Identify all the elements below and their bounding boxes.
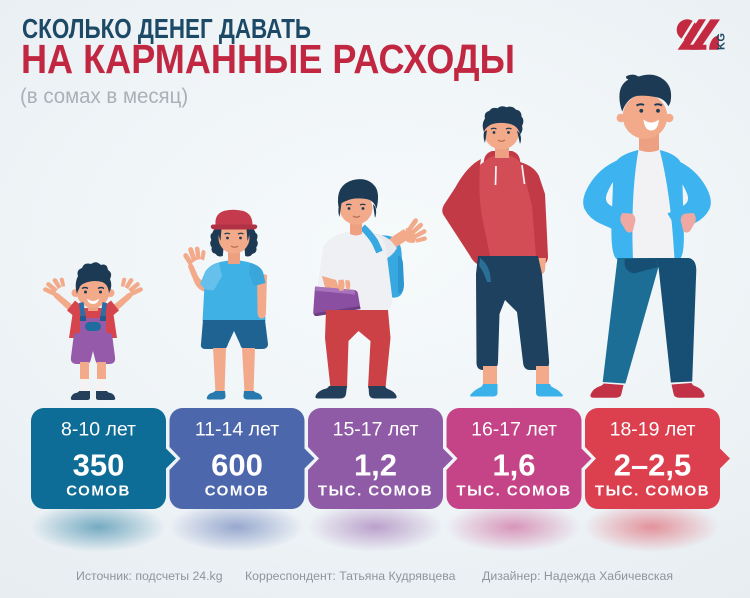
svg-text:ТЫС. СОМОВ: ТЫС. СОМОВ [456, 483, 571, 500]
svg-text:1,2: 1,2 [354, 448, 397, 483]
svg-text:15-17 лет: 15-17 лет [333, 419, 419, 441]
svg-text:11-14 лет: 11-14 лет [195, 419, 279, 441]
svg-text:1,6: 1,6 [492, 448, 535, 483]
svg-text:ТЫС. СОМОВ: ТЫС. СОМОВ [318, 483, 433, 500]
svg-text:18-19 лет: 18-19 лет [610, 419, 696, 441]
svg-text:СОМОВ: СОМОВ [205, 483, 270, 500]
svg-text:16-17 лет: 16-17 лет [471, 419, 557, 441]
svg-text:600: 600 [211, 448, 263, 483]
svg-text:ТЫС. СОМОВ: ТЫС. СОМОВ [595, 483, 710, 500]
svg-text:2–2,5: 2–2,5 [614, 448, 692, 483]
svg-text:СОМОВ: СОМОВ [66, 483, 131, 500]
svg-text:350: 350 [73, 448, 125, 483]
svg-text:8-10 лет: 8-10 лет [61, 419, 136, 441]
svg-text:KG: KG [716, 33, 728, 50]
